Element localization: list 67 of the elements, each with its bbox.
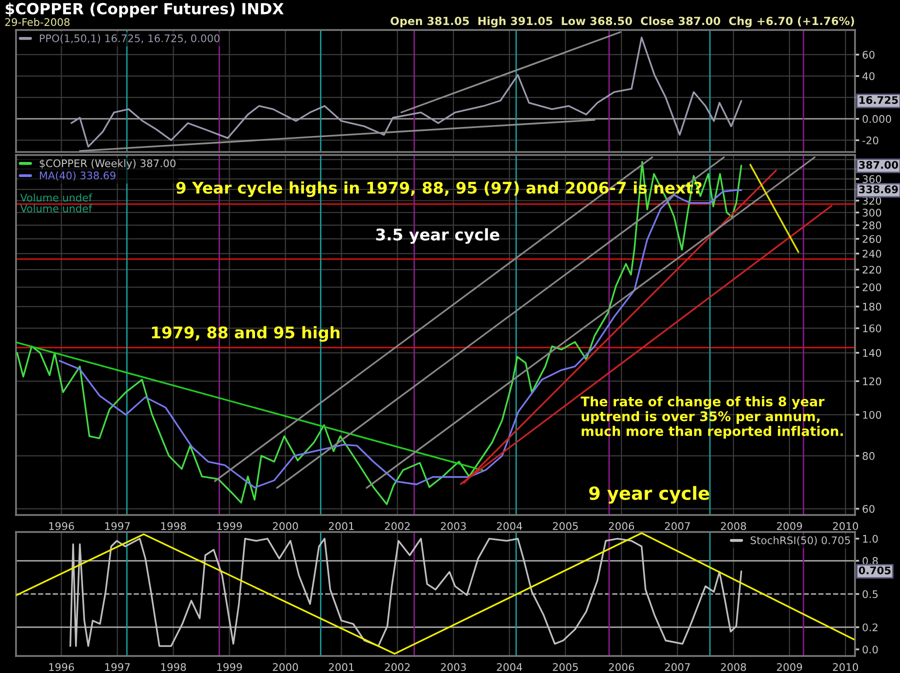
y-tick-label: 0.2 — [862, 623, 878, 632]
x-tick-label: 1999 — [217, 522, 242, 530]
annotation: Volume undef — [20, 204, 92, 212]
x-tick-label: 1997 — [105, 522, 130, 530]
x-tick-label: 1998 — [161, 663, 186, 672]
x-tick-label: 1996 — [49, 522, 74, 530]
y-tick-label: 40 — [862, 72, 875, 80]
x-tick-label: 2004 — [496, 663, 522, 672]
y-tick-label: 300 — [862, 208, 882, 217]
x-tick-label: 2005 — [552, 522, 578, 530]
annotation: Volume undef — [20, 194, 92, 202]
x-tick-label: 2007 — [664, 663, 690, 672]
text: 387.00 — [859, 160, 898, 169]
x-tick-label: 1998 — [161, 522, 186, 530]
x-tick-label: 1997 — [105, 663, 130, 672]
legend-label: StochRSI(50) 0.705 — [750, 536, 850, 546]
y-tick-label: 80 — [862, 452, 875, 460]
y-tick-label: 0.5 — [862, 590, 878, 598]
x-tick-label: 2001 — [328, 522, 354, 530]
x-tick-label: 2008 — [720, 522, 746, 530]
y-tick-label: 180 — [863, 302, 882, 311]
text: 338.69 — [859, 185, 898, 194]
x-tick-label: 2003 — [440, 663, 466, 672]
y-tick-label: 60 — [862, 504, 875, 513]
x-tick-label: 1999 — [217, 663, 242, 672]
x-tick-label: 2009 — [776, 663, 802, 672]
x-tick-label: 2001 — [328, 663, 354, 672]
x-tick-label: 2002 — [384, 663, 410, 672]
y-tick-label: 120 — [863, 377, 882, 386]
text: 16.725 — [860, 96, 898, 104]
y-tick-label: 140 — [863, 349, 882, 357]
x-tick-label: 2004 — [496, 522, 522, 530]
text: Open 381.05 High 391.05 Low 368.50 Close 387.00 Chg +6.70 (+1.76%) — [390, 16, 854, 28]
x-tick-label: 2010 — [832, 663, 858, 672]
y-tick-label: 200 — [862, 283, 882, 292]
y-tick-label: 100 — [863, 410, 882, 419]
x-tick-label: 2005 — [552, 663, 578, 672]
x-tick-label: 2008 — [720, 663, 746, 672]
x-tick-label: 2000 — [272, 522, 298, 530]
chart-title: $COPPER (Copper Futures) INDX — [6, 2, 284, 18]
x-tick-label: 1996 — [49, 663, 74, 672]
text: 0.705 — [858, 566, 891, 574]
x-tick-label: 2009 — [776, 522, 802, 530]
chart-subtitle: 29-Feb-2008 — [5, 18, 70, 26]
y-tick-label: -20 — [862, 136, 878, 144]
y-tick-label: 280 — [862, 221, 882, 230]
x-tick-label: 2003 — [440, 522, 466, 530]
annotation: 9 year cycle — [589, 486, 710, 504]
legend-label: PPO(1,50,1) 16.725, 16.725, 0.000 — [40, 34, 220, 44]
annotation: 3.5 year cycle — [376, 228, 500, 244]
y-tick-label: 240 — [862, 250, 882, 258]
x-tick-label: 2000 — [272, 663, 298, 672]
y-tick-label: 60 — [862, 50, 875, 59]
legend-label: $COPPER (Weekly) 387.00 — [40, 159, 176, 170]
x-tick-label: 2007 — [664, 522, 690, 530]
x-tick-label: 2010 — [832, 522, 858, 530]
y-tick-label: 360 — [862, 175, 882, 184]
x-tick-label: 2006 — [608, 663, 634, 672]
y-tick-label: 0.0 — [862, 646, 878, 654]
y-tick-label: 160 — [863, 324, 882, 332]
y-tick-label: 260 — [862, 235, 882, 243]
x-tick-label: 2006 — [608, 522, 634, 530]
legend-label: MA(40) 338.69 — [40, 171, 116, 181]
x-tick-label: 2002 — [384, 522, 410, 530]
y-tick-label: 1.0 — [863, 534, 878, 543]
y-tick-label: 220 — [862, 266, 882, 274]
y-tick-label: 0.000 — [862, 115, 892, 123]
